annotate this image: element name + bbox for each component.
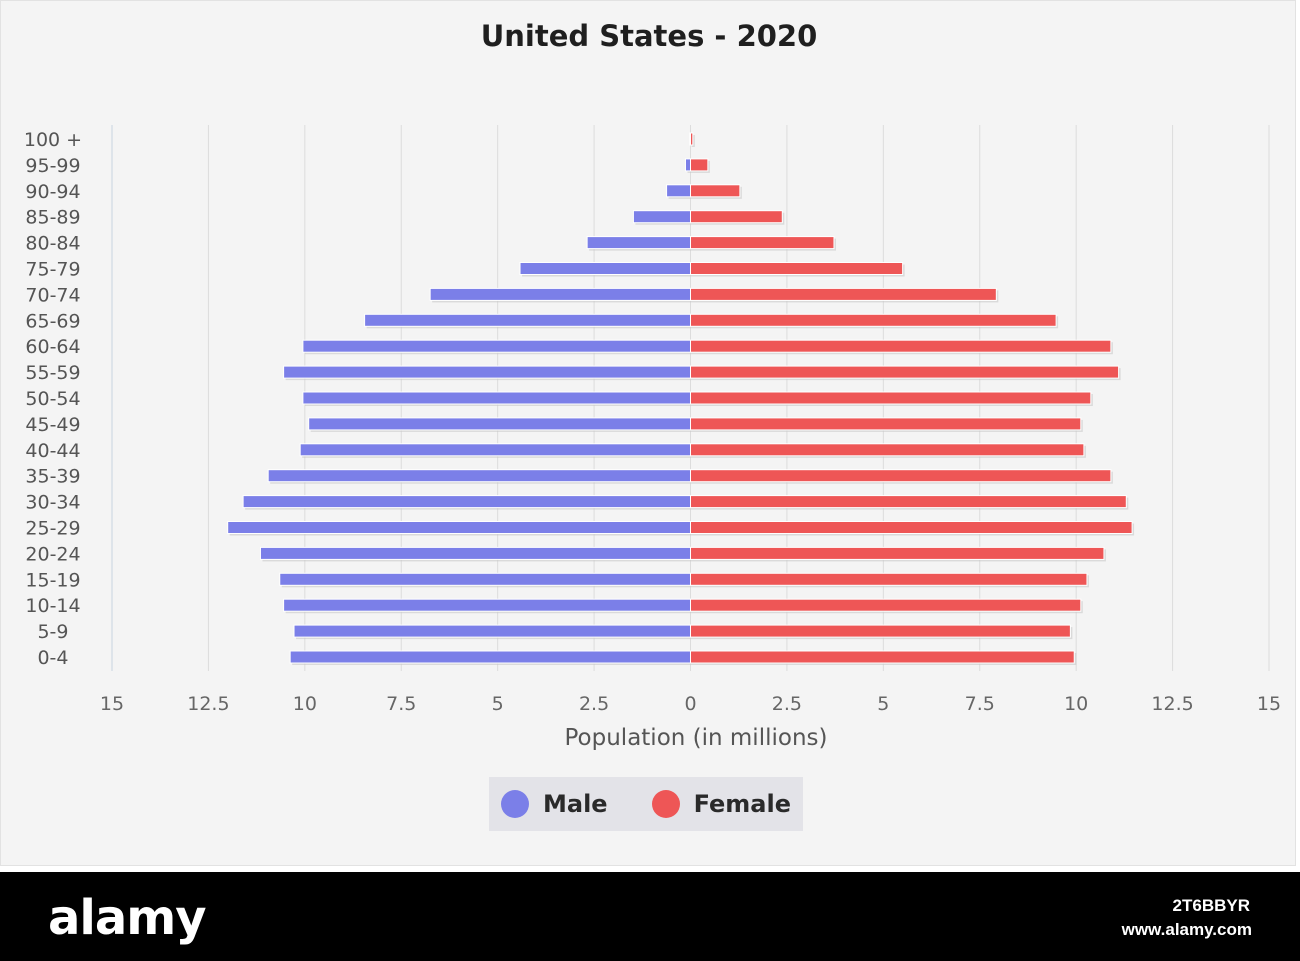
bar-female-75-79[interactable] <box>690 262 904 275</box>
bar-female-50-54[interactable] <box>690 391 1092 405</box>
x-tick-label: 0 <box>684 693 696 715</box>
watermark-image-id: 2T6BBYR <box>1172 896 1250 915</box>
bar-female-95-99[interactable] <box>690 158 709 172</box>
x-tick-label: 12.5 <box>187 693 229 715</box>
x-tick-label: 7.5 <box>965 693 995 715</box>
x-tick-label: 7.5 <box>386 693 416 715</box>
x-tick-label: 5 <box>492 693 504 715</box>
bar-male-5-9[interactable] <box>293 624 691 638</box>
age-group-label: 100 + <box>24 129 82 151</box>
x-tick-label: 10 <box>1064 693 1088 715</box>
x-tick-label: 10 <box>293 693 317 715</box>
x-tick-label: 2.5 <box>772 693 802 715</box>
chart-title: United States - 2020 <box>480 19 818 53</box>
bar-female-0-4[interactable] <box>690 650 1075 664</box>
legend-swatch-female <box>651 790 680 818</box>
watermark-band: alamy 2T6BBYR www.alamy.com <box>0 872 1300 961</box>
bar-male-60-64[interactable] <box>302 339 691 353</box>
bar-male-15-19[interactable] <box>279 572 691 586</box>
bar-female-10-14[interactable] <box>690 598 1082 612</box>
bar-female-65-69[interactable] <box>690 313 1057 327</box>
x-tick-label: 12.5 <box>1151 693 1193 715</box>
bar-male-95-99[interactable] <box>684 158 691 172</box>
legend-label-male: Male <box>543 790 608 818</box>
bar-female-100 +[interactable] <box>690 132 694 146</box>
bar-female-35-39[interactable] <box>690 469 1112 483</box>
x-tick-label: 5 <box>877 693 889 715</box>
bar-female-90-94[interactable] <box>690 184 741 198</box>
age-group-label: 35-39 <box>25 466 80 488</box>
x-tick-label: 15 <box>100 693 124 715</box>
age-group-label: 0-4 <box>37 647 68 669</box>
age-group-label: 10-14 <box>25 595 80 617</box>
bar-male-50-54[interactable] <box>302 391 691 405</box>
age-group-label: 55-59 <box>25 362 80 384</box>
age-group-label: 70-74 <box>25 284 80 306</box>
age-group-label: 60-64 <box>25 336 80 358</box>
age-group-label: 40-44 <box>25 440 80 462</box>
age-group-labels: 100 + 95-99 90-94 85-89 80-84 75-79 70-74 65-69… <box>24 129 82 669</box>
age-group-label: 25-29 <box>25 518 80 540</box>
watermark-url: www.alamy.com <box>1121 920 1252 939</box>
bar-male-0-4[interactable] <box>289 650 691 664</box>
bar-female-25-29[interactable] <box>690 521 1133 534</box>
bar-male-65-69[interactable] <box>364 313 691 327</box>
legend: Male Female <box>489 777 803 831</box>
bar-male-10-14[interactable] <box>283 598 691 612</box>
bar-female-20-24[interactable] <box>690 546 1105 560</box>
bar-shadow-female <box>692 135 695 147</box>
x-axis-title: Population (in millions) <box>564 725 828 751</box>
age-group-label: 30-34 <box>25 492 80 514</box>
bar-female-5-9[interactable] <box>690 624 1071 638</box>
bar-female-85-89[interactable] <box>690 210 783 224</box>
legend-swatch-male <box>501 790 529 818</box>
age-group-label: 90-94 <box>25 181 80 203</box>
bar-female-60-64[interactable] <box>690 339 1112 353</box>
x-tick-label: 15 <box>1257 693 1281 715</box>
age-group-label: 5-9 <box>37 621 68 643</box>
chart-panel: United States - 2020 100 + 95-99 90-94 85-8… <box>0 0 1296 866</box>
bar-female-15-19[interactable] <box>690 572 1088 586</box>
bar-male-25-29[interactable] <box>227 521 691 534</box>
bar-male-70-74[interactable] <box>429 287 691 301</box>
age-group-label: 50-54 <box>25 388 80 410</box>
bar-male-20-24[interactable] <box>259 546 691 560</box>
bar-male-45-49[interactable] <box>308 417 691 431</box>
age-group-label: 95-99 <box>25 155 80 177</box>
x-tick-labels: 15 12.5 10 7.5 5 2.5 0 2.5 5 7.5 10 12.5 15 <box>100 693 1281 715</box>
bar-male-35-39[interactable] <box>267 469 691 483</box>
watermark-logo: alamy <box>48 890 207 946</box>
age-group-label: 75-79 <box>25 259 80 281</box>
age-group-label: 15-19 <box>25 569 80 591</box>
age-group-label: 65-69 <box>25 310 80 332</box>
x-tick-label: 2.5 <box>579 693 609 715</box>
legend-label-female: Female <box>693 790 791 818</box>
bars <box>227 132 1135 665</box>
bar-female-40-44[interactable] <box>690 443 1085 457</box>
bar-female-30-34[interactable] <box>690 495 1127 509</box>
bar-female-55-59[interactable] <box>690 365 1120 379</box>
bar-female-45-49[interactable] <box>690 417 1082 431</box>
bar-male-85-89[interactable] <box>632 210 691 224</box>
age-group-label: 85-89 <box>25 207 80 229</box>
age-group-label: 45-49 <box>25 414 80 436</box>
age-group-label: 80-84 <box>25 233 80 255</box>
legend-item-female[interactable]: Female <box>651 790 791 818</box>
legend-item-male[interactable]: Male <box>501 790 608 818</box>
bar-female-80-84[interactable] <box>690 236 835 250</box>
population-pyramid-chart: 100 + 95-99 90-94 85-89 80-84 75-79 70-74 65-69… <box>24 125 1281 715</box>
bar-male-75-79[interactable] <box>519 262 691 275</box>
bar-male-80-84[interactable] <box>586 236 692 250</box>
bar-male-40-44[interactable] <box>299 443 691 457</box>
bar-male-55-59[interactable] <box>283 365 691 379</box>
age-group-label: 20-24 <box>25 543 80 565</box>
bar-male-90-94[interactable] <box>666 184 692 198</box>
bar-male-30-34[interactable] <box>242 495 691 509</box>
bar-female-70-74[interactable] <box>690 287 997 301</box>
